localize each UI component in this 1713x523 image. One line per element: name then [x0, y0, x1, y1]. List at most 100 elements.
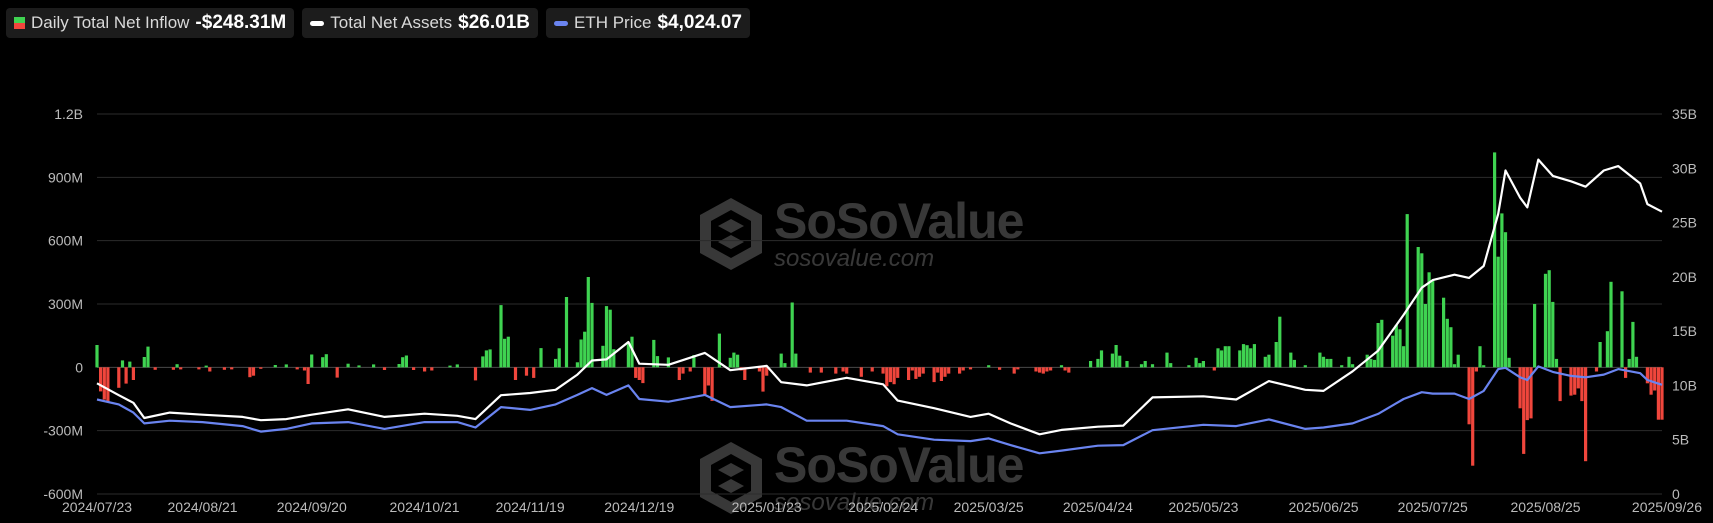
- inflow-bar: [1369, 358, 1373, 368]
- legend-price[interactable]: ETH Price $4,024.07: [546, 8, 750, 38]
- inflow-bar: [1372, 359, 1377, 368]
- inflow-bar: [346, 363, 350, 368]
- inflow-bar: [488, 349, 492, 368]
- inflow-bar: [430, 367, 434, 371]
- inflow-bar: [885, 367, 889, 387]
- inflow-bar: [1249, 348, 1253, 368]
- inflow-bar: [131, 367, 135, 380]
- inflow-bar: [1420, 253, 1424, 368]
- inflow-bar: [1518, 367, 1522, 409]
- inflow-bar: [539, 348, 543, 368]
- legend-assets[interactable]: Total Net Assets $26.01B: [302, 8, 538, 38]
- x-tick-label: 2024/12/19: [604, 499, 674, 515]
- inflow-bar: [706, 367, 710, 386]
- x-tick-label: 2024/09/20: [277, 499, 347, 515]
- inflow-bar: [1194, 357, 1198, 368]
- inflow-bar: [1573, 367, 1577, 395]
- inflow-bar: [1478, 346, 1482, 368]
- inflow-bar: [1278, 316, 1282, 368]
- inflow-bar: [1656, 367, 1660, 420]
- legend-price-label: ETH Price: [574, 13, 652, 32]
- inflow-bar: [892, 367, 896, 385]
- right-tick-label: 35B: [1672, 106, 1697, 122]
- inflow-bar: [1329, 358, 1333, 368]
- inflow-bar: [612, 349, 616, 368]
- inflow-bar: [1376, 323, 1380, 368]
- inflow-bar: [175, 364, 179, 368]
- inflow-bar: [1089, 361, 1093, 368]
- inflow-bar: [564, 297, 569, 368]
- watermark: SoSoValue sosovalue.com: [698, 196, 1024, 272]
- inflow-bar: [765, 367, 769, 376]
- inflow-bar: [1380, 319, 1384, 368]
- inflow-bar: [1118, 355, 1122, 368]
- inflow-bar: [1274, 342, 1278, 368]
- inflow-bar: [1624, 367, 1628, 378]
- inflow-bar: [448, 365, 452, 368]
- inflow-bar: [914, 367, 918, 379]
- x-tick-label: 2024/10/21: [390, 499, 460, 515]
- inflow-bar: [1143, 361, 1147, 368]
- total-net-assets-line: [96, 158, 1663, 436]
- right-tick-label: 5B: [1672, 432, 1689, 448]
- inflow-bar: [1543, 273, 1548, 368]
- x-tick-label: 2025/08/25: [1510, 499, 1580, 515]
- x-tick-label: 2025/06/25: [1288, 499, 1358, 515]
- sosovalue-logo-icon: [700, 442, 762, 514]
- eth-price-line: [96, 365, 1663, 455]
- inflow-bar: [1653, 367, 1657, 391]
- inflow-bar: [1325, 358, 1329, 368]
- inflow-bar: [608, 309, 612, 368]
- inflow-bar: [401, 357, 405, 368]
- inflow-bar: [554, 358, 558, 368]
- left-tick-label: 300M: [48, 296, 83, 312]
- inflow-bar: [499, 305, 503, 368]
- inflow-bar: [128, 361, 132, 368]
- inflow-bar: [1347, 356, 1351, 368]
- inflow-bar: [779, 353, 783, 368]
- inflow-bar: [586, 277, 590, 368]
- inflow-bar: [834, 367, 838, 374]
- inflow-bar: [845, 367, 849, 374]
- inflow-bar: [1442, 297, 1446, 368]
- x-tick-label: 2025/01/23: [732, 499, 802, 515]
- inflow-bar: [197, 367, 201, 370]
- inflow-bar: [1474, 367, 1478, 372]
- inflow-bar: [1398, 329, 1402, 368]
- inflow-bar: [1631, 321, 1635, 368]
- x-axis-labels: 2024/07/23 2024/08/21 2024/09/20 2024/10/21…: [62, 499, 1702, 515]
- inflow-bar: [998, 367, 1002, 370]
- inflow-bar: [1416, 247, 1420, 368]
- x-tick-label: 2025/02/24: [848, 499, 918, 515]
- inflow-bar: [99, 367, 103, 392]
- legend-inflow[interactable]: Daily Total Net Inflow -$248.31M: [6, 8, 295, 38]
- inflow-bar: [1034, 367, 1038, 372]
- inflow-bar: [1576, 367, 1580, 389]
- inflow-bar: [794, 353, 798, 368]
- inflow-bar: [95, 345, 99, 368]
- inflow-bar: [295, 367, 299, 370]
- inflow-bar: [1620, 291, 1624, 368]
- inflow-bar: [692, 355, 696, 368]
- inflow-bar: [1627, 358, 1631, 368]
- inflow-bar: [943, 367, 947, 377]
- inflow-bar: [968, 367, 973, 370]
- inflow-bar: [1634, 356, 1639, 368]
- inflow-bar: [652, 339, 656, 368]
- inflow-bar: [357, 365, 361, 368]
- inflow-bar: [1241, 344, 1246, 368]
- inflow-bar: [579, 339, 583, 368]
- legend-assets-value: $26.01B: [458, 12, 530, 33]
- inflow-bar: [1423, 304, 1427, 368]
- inflow-bar: [1609, 281, 1613, 368]
- inflow-bar: [761, 367, 765, 392]
- inflow-bar: [146, 346, 150, 368]
- inflow-bar: [273, 365, 277, 368]
- inflow-bar: [677, 367, 681, 380]
- watermark-url: sosovalue.com: [774, 245, 935, 272]
- inflow-bar: [506, 336, 510, 368]
- inflow-bar: [1594, 367, 1599, 372]
- inflow-bar: [302, 367, 307, 371]
- x-tick-label: 2025/09/26: [1632, 499, 1702, 515]
